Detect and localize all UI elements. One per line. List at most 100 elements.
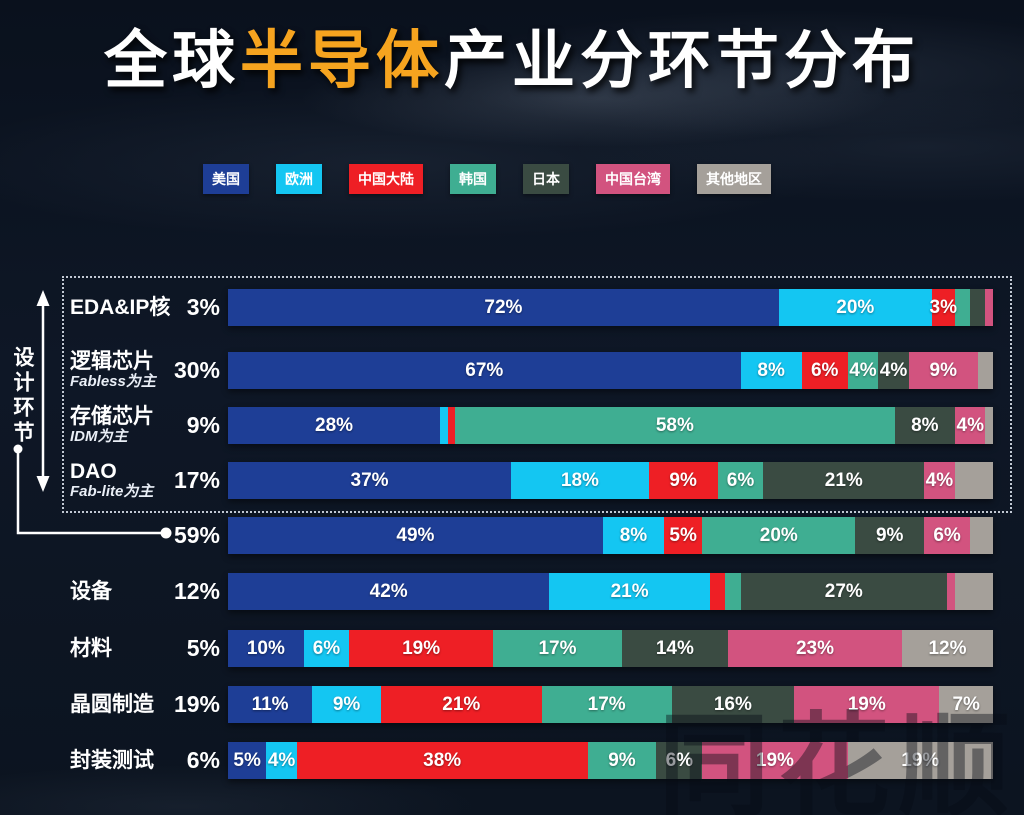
- segment-value-label: 38%: [423, 749, 462, 771]
- bar-segment-jp: 4%: [878, 352, 909, 389]
- segment-value-label: 37%: [350, 469, 389, 491]
- design-phase-label: 设计环节: [11, 346, 34, 446]
- row-label: 材料 5%: [70, 630, 220, 667]
- bar-segment-other: [954, 462, 993, 499]
- chart-row-1: EDA&IP核 3% 72% 20% 3%: [0, 289, 1024, 326]
- segment-value-label: 19%: [847, 693, 886, 715]
- row-label: 设备 12%: [70, 573, 220, 610]
- chart-row-7: 材料 5% 10% 6% 19% 17% 14% 23% 12%: [0, 630, 1024, 667]
- segment-value-label: 9%: [332, 693, 361, 715]
- title-prefix: 全球: [104, 26, 240, 96]
- row-total-share: 6%: [186, 747, 220, 773]
- bar-segment-us: 5%: [228, 742, 267, 779]
- segment-value-label: 5%: [669, 524, 697, 546]
- chart-row-9: 封装测试 6% 5% 4% 38% 9% 6% 19% 19%: [0, 742, 1024, 779]
- page-title: 全球半导体产业分环节分布: [0, 10, 1024, 101]
- bar-segment-cn: 5%: [664, 517, 703, 554]
- bar-segment-eu: 18%: [511, 462, 649, 499]
- row-subtitle: IDM为主: [70, 428, 128, 446]
- bar-segment-eu: 9%: [312, 686, 381, 723]
- bar-segment-cn: [447, 407, 456, 444]
- row-label: 封装测试 6%: [70, 742, 220, 779]
- segment-value-label: 6%: [933, 524, 961, 546]
- bar-segment-eu: 20%: [778, 289, 932, 326]
- segment-value-label: 23%: [795, 637, 834, 659]
- bar-segment-tw: 19%: [794, 686, 940, 723]
- bar-segment-eu: 6%: [303, 630, 350, 667]
- bar-segment-other: 12%: [902, 630, 993, 667]
- bar-segment-other: [985, 407, 993, 444]
- segment-value-label: 27%: [824, 580, 863, 602]
- segment-value-label: 4%: [925, 469, 954, 491]
- bar-segment-jp: 6%: [656, 742, 703, 779]
- chart-row-4: DAO Fab-lite为主 17% 37% 18% 9% 6% 21% 4%: [0, 460, 1024, 500]
- bar-segment-cn: 38%: [296, 742, 588, 779]
- bar-segment-kr: 4%: [847, 352, 879, 389]
- legend-item-tw: 中国台湾: [596, 164, 670, 194]
- row-subtitle: Fabless为主: [70, 373, 156, 391]
- row-total-share: 19%: [173, 691, 220, 717]
- bar-segment-tw: 4%: [955, 407, 986, 444]
- row-total-share: 12%: [173, 578, 220, 604]
- segment-value-label: 17%: [587, 693, 626, 715]
- legend-item-jp: 日本: [523, 164, 569, 194]
- title-suffix: 产业分环节分布: [444, 26, 920, 96]
- bar-segment-jp: 27%: [740, 573, 948, 610]
- segment-value-label: 9%: [875, 524, 904, 546]
- segment-value-label: 7%: [952, 693, 980, 715]
- bar-segment-other: 7%: [939, 686, 993, 723]
- bar-segment-us: 67%: [228, 352, 741, 389]
- segment-value-label: 21%: [442, 693, 481, 715]
- segment-value-label: 42%: [369, 580, 408, 602]
- stacked-bar: 37% 18% 9% 6% 21% 4%: [228, 462, 993, 499]
- bar-segment-jp: 14%: [621, 630, 728, 667]
- bar-segment-us: 28%: [228, 407, 441, 444]
- segment-value-label: 21%: [610, 580, 649, 602]
- segment-value-label: 4%: [956, 414, 984, 436]
- bar-segment-other: [954, 573, 993, 610]
- segment-value-label: 9%: [929, 359, 957, 381]
- segment-value-label: 58%: [655, 414, 694, 436]
- legend-item-cn: 中国大陆: [349, 164, 423, 194]
- segment-value-label: 8%: [757, 359, 785, 381]
- chart-row-2: 逻辑芯片 Fabless为主 30% 67% 8% 6% 4% 4% 9%: [0, 350, 1024, 391]
- stacked-bar: 42% 21% 27%: [228, 573, 993, 610]
- legend-item-other: 其他地区: [697, 164, 771, 194]
- segment-value-label: 12%: [928, 637, 967, 659]
- segment-value-label: 6%: [665, 749, 694, 771]
- bar-segment-tw: 6%: [924, 517, 971, 554]
- row-total-share: 3%: [186, 294, 220, 320]
- segment-value-label: 67%: [465, 359, 504, 381]
- bar-segment-tw: [947, 573, 955, 610]
- bar-segment-other: [977, 352, 993, 389]
- segment-value-label: 14%: [655, 637, 694, 659]
- bar-segment-kr: 17%: [493, 630, 622, 667]
- bar-segment-kr: [954, 289, 971, 326]
- row-name: 封装测试: [70, 748, 154, 772]
- bar-segment-tw: 9%: [908, 352, 978, 389]
- legend-item-us: 美国: [203, 164, 249, 194]
- design-group-dotted-box: [62, 276, 1012, 513]
- bar-segment-cn: 21%: [380, 686, 542, 723]
- bar-segment-tw: 4%: [924, 462, 955, 499]
- row-label: DAO Fab-lite为主 17%: [70, 460, 220, 500]
- segment-value-label: 21%: [824, 469, 863, 491]
- legend: 美国 欧洲 中国大陆 韩国 日本 中国台湾 其他地区: [0, 164, 999, 194]
- stacked-bar: 5% 4% 38% 9% 6% 19% 19%: [228, 742, 993, 779]
- bar-segment-cn: [709, 573, 726, 610]
- segment-value-label: 72%: [484, 296, 523, 318]
- segment-value-label: 19%: [901, 749, 940, 771]
- bar-segment-jp: 16%: [671, 686, 795, 723]
- segment-value-label: 6%: [810, 359, 839, 381]
- row-label: 晶圆制造 19%: [70, 686, 220, 723]
- chart-row-6: 设备 12% 42% 21% 27%: [0, 573, 1024, 610]
- legend-item-eu: 欧洲: [276, 164, 322, 194]
- segment-value-label: 20%: [836, 296, 875, 318]
- segment-value-label: 10%: [246, 637, 285, 659]
- segment-value-label: 17%: [538, 637, 577, 659]
- segment-value-label: 4%: [267, 749, 296, 771]
- segment-value-label: 18%: [560, 469, 599, 491]
- title-highlight: 半导体: [240, 26, 444, 96]
- bar-segment-kr: 6%: [717, 462, 764, 499]
- bar-segment-eu: 8%: [602, 517, 665, 554]
